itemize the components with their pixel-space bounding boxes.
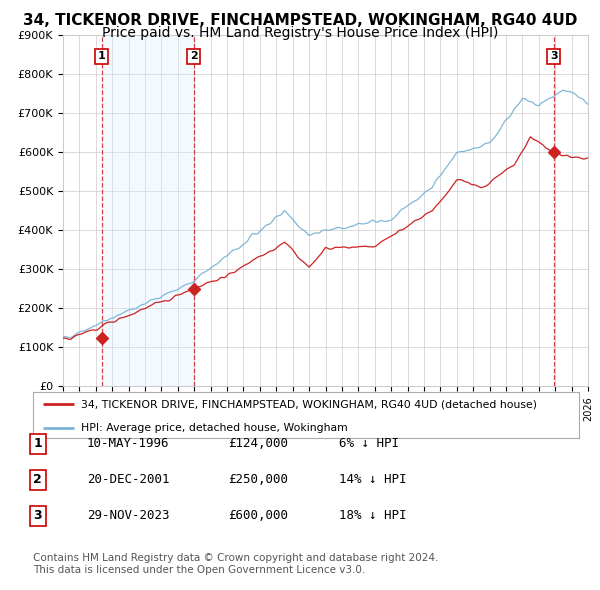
Text: 10-MAY-1996: 10-MAY-1996 xyxy=(87,437,170,450)
Text: 18% ↓ HPI: 18% ↓ HPI xyxy=(339,509,407,522)
Text: 1: 1 xyxy=(98,51,106,61)
Text: £250,000: £250,000 xyxy=(228,473,288,486)
Text: Contains HM Land Registry data © Crown copyright and database right 2024.
This d: Contains HM Land Registry data © Crown c… xyxy=(33,553,439,575)
Text: 34, TICKENOR DRIVE, FINCHAMPSTEAD, WOKINGHAM, RG40 4UD: 34, TICKENOR DRIVE, FINCHAMPSTEAD, WOKIN… xyxy=(23,13,577,28)
Text: 6% ↓ HPI: 6% ↓ HPI xyxy=(339,437,399,450)
Text: 3: 3 xyxy=(34,509,42,522)
Text: £600,000: £600,000 xyxy=(228,509,288,522)
Text: 34, TICKENOR DRIVE, FINCHAMPSTEAD, WOKINGHAM, RG40 4UD (detached house): 34, TICKENOR DRIVE, FINCHAMPSTEAD, WOKIN… xyxy=(80,399,536,409)
Text: 3: 3 xyxy=(550,51,557,61)
Text: 2: 2 xyxy=(34,473,42,486)
Text: Price paid vs. HM Land Registry's House Price Index (HPI): Price paid vs. HM Land Registry's House … xyxy=(102,26,498,40)
Text: HPI: Average price, detached house, Wokingham: HPI: Average price, detached house, Woki… xyxy=(80,422,347,432)
Text: £124,000: £124,000 xyxy=(228,437,288,450)
Text: 29-NOV-2023: 29-NOV-2023 xyxy=(87,509,170,522)
Text: 2: 2 xyxy=(190,51,197,61)
Bar xyxy=(102,35,194,386)
Text: 14% ↓ HPI: 14% ↓ HPI xyxy=(339,473,407,486)
Text: 1: 1 xyxy=(34,437,42,450)
Text: 20-DEC-2001: 20-DEC-2001 xyxy=(87,473,170,486)
